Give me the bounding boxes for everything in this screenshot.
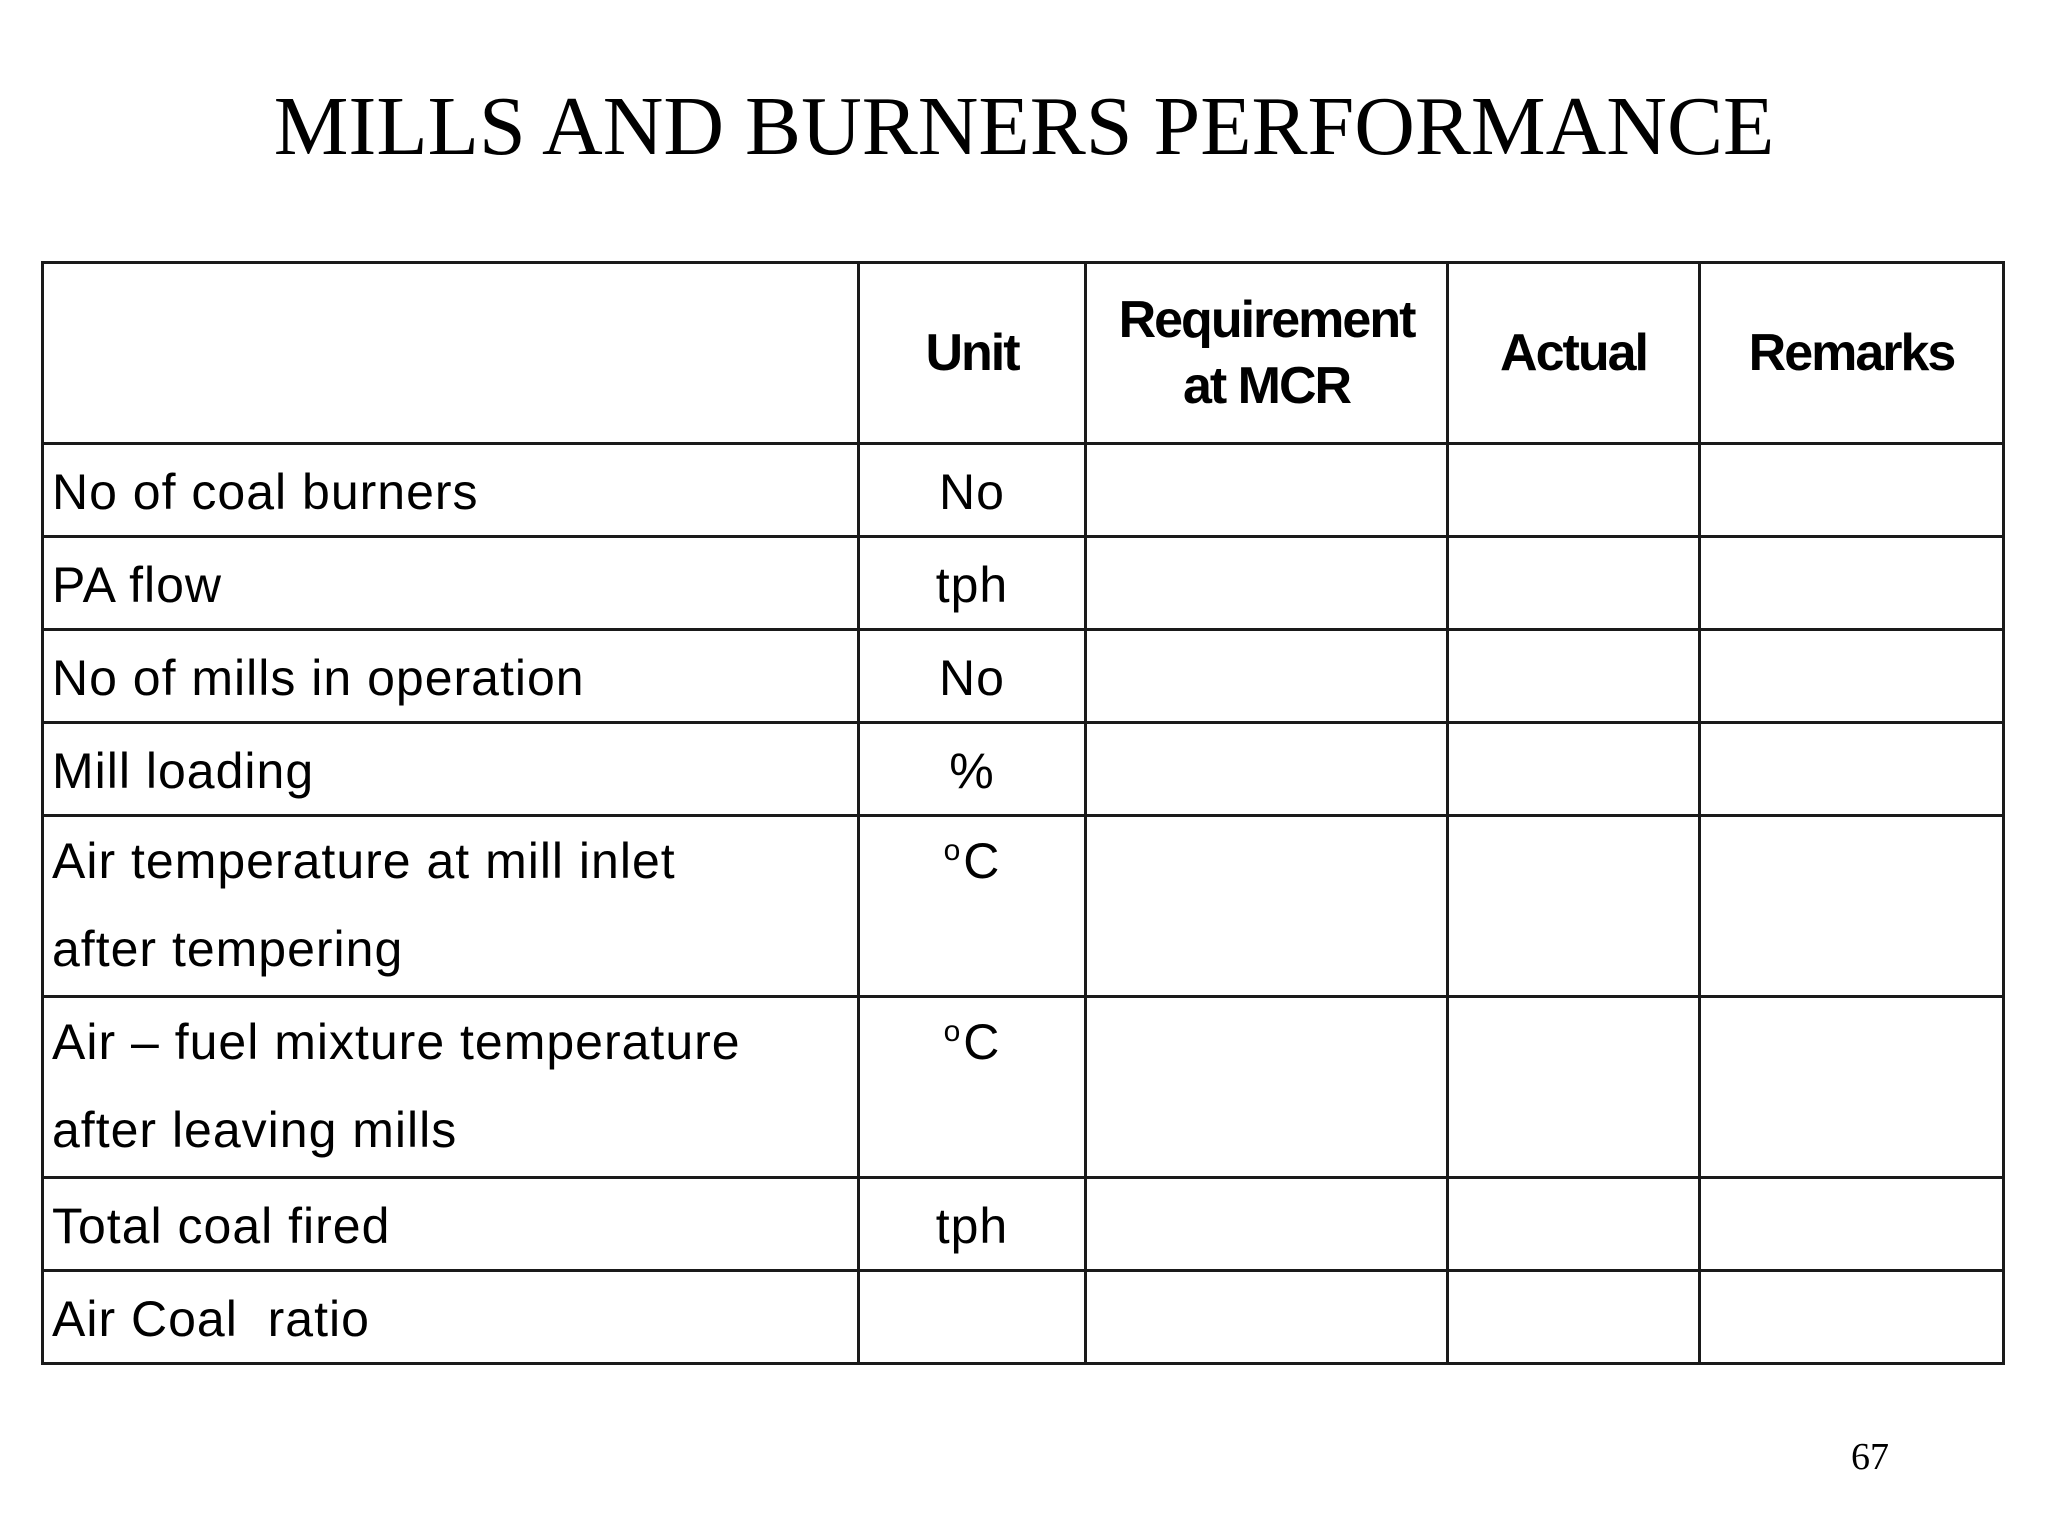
header-requirement-line2: at MCR bbox=[1182, 357, 1352, 415]
header-requirement-line1: Requirement bbox=[1118, 291, 1417, 349]
table-row: Air temperature at mill inlet after tempe… bbox=[41, 814, 2005, 998]
requirement-cell bbox=[1084, 1176, 1449, 1272]
table-row: PA flow tph bbox=[41, 535, 2005, 631]
unit-cell bbox=[857, 1269, 1087, 1365]
table-row: Air – fuel mixture temperature after leav… bbox=[41, 995, 2005, 1179]
remarks-cell bbox=[1698, 995, 2005, 1179]
unit-cell: No bbox=[857, 442, 1087, 538]
parameter-cell: Total coal fired bbox=[41, 1176, 860, 1272]
requirement-cell bbox=[1084, 814, 1449, 998]
table-header-row: Unit Requirement at MCR Actual Remarks bbox=[41, 261, 2005, 445]
unit-text: C bbox=[963, 833, 1001, 889]
unit-cell: % bbox=[857, 721, 1087, 817]
requirement-cell bbox=[1084, 1269, 1449, 1365]
table-row: Air Coal ratio bbox=[41, 1269, 2005, 1365]
parameter-line1: Air – fuel mixture temperature bbox=[52, 1014, 741, 1070]
parameter-line1: Air temperature at mill inlet bbox=[52, 833, 676, 889]
degree-superscript: o bbox=[943, 1015, 962, 1048]
parameter-cell: No of mills in operation bbox=[41, 628, 860, 724]
requirement-cell bbox=[1084, 442, 1449, 538]
requirement-cell bbox=[1084, 628, 1449, 724]
actual-cell bbox=[1446, 442, 1701, 538]
actual-cell bbox=[1446, 628, 1701, 724]
parameter-cell: PA flow bbox=[41, 535, 860, 631]
remarks-cell bbox=[1698, 1269, 2005, 1365]
parameter-cell: Air – fuel mixture temperature after leav… bbox=[41, 995, 860, 1179]
table-row: Mill loading % bbox=[41, 721, 2005, 817]
actual-cell bbox=[1446, 1176, 1701, 1272]
unit-cell: No bbox=[857, 628, 1087, 724]
parameter-line2: after leaving mills bbox=[52, 1102, 458, 1158]
unit-cell: oC bbox=[857, 814, 1087, 998]
parameter-cell: No of coal burners bbox=[41, 442, 860, 538]
requirement-cell bbox=[1084, 995, 1449, 1179]
header-actual: Actual bbox=[1446, 261, 1701, 445]
parameter-cell: Mill loading bbox=[41, 721, 860, 817]
parameter-cell: Air Coal ratio bbox=[41, 1269, 860, 1365]
unit-cell: oC bbox=[857, 995, 1087, 1179]
unit-cell: tph bbox=[857, 1176, 1087, 1272]
degree-superscript: o bbox=[943, 834, 962, 867]
page-number: 67 bbox=[1851, 1436, 1889, 1478]
unit-text: C bbox=[963, 1014, 1001, 1070]
parameter-line2: after tempering bbox=[52, 921, 404, 977]
header-remarks: Remarks bbox=[1698, 261, 2005, 445]
table-row: No of coal burners No bbox=[41, 442, 2005, 538]
actual-cell bbox=[1446, 814, 1701, 998]
header-requirement: Requirement at MCR bbox=[1084, 261, 1449, 445]
actual-cell bbox=[1446, 1269, 1701, 1365]
table-row: No of mills in operation No bbox=[41, 628, 2005, 724]
table-row: Total coal fired tph bbox=[41, 1176, 2005, 1272]
remarks-cell bbox=[1698, 535, 2005, 631]
remarks-cell bbox=[1698, 628, 2005, 724]
remarks-cell bbox=[1698, 442, 2005, 538]
actual-cell bbox=[1446, 721, 1701, 817]
header-unit: Unit bbox=[857, 261, 1087, 445]
remarks-cell bbox=[1698, 721, 2005, 817]
parameter-cell: Air temperature at mill inlet after tempe… bbox=[41, 814, 860, 998]
slide-title: MILLS AND BURNERS PERFORMANCE bbox=[273, 80, 1775, 173]
performance-table: Unit Requirement at MCR Actual Remarks No… bbox=[41, 261, 2005, 1365]
requirement-cell bbox=[1084, 535, 1449, 631]
header-parameter bbox=[41, 261, 860, 445]
actual-cell bbox=[1446, 995, 1701, 1179]
requirement-cell bbox=[1084, 721, 1449, 817]
remarks-cell bbox=[1698, 814, 2005, 998]
unit-cell: tph bbox=[857, 535, 1087, 631]
actual-cell bbox=[1446, 535, 1701, 631]
remarks-cell bbox=[1698, 1176, 2005, 1272]
